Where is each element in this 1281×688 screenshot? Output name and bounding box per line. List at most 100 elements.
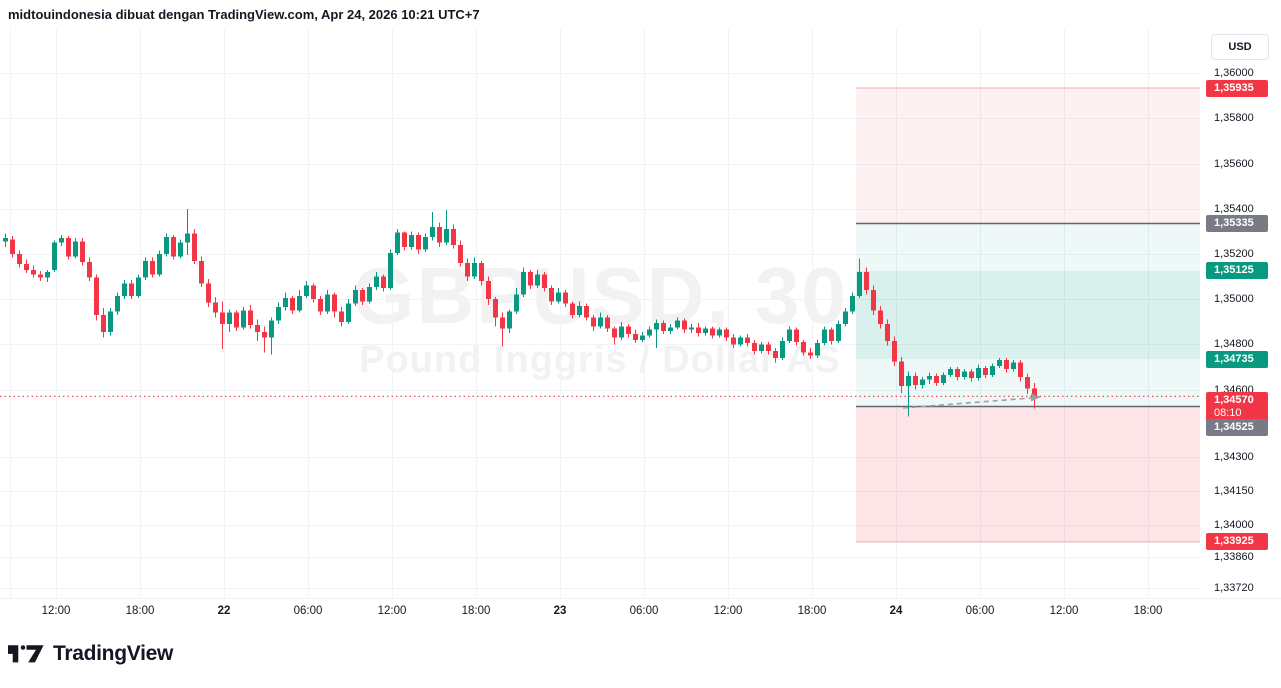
candle	[283, 298, 288, 308]
currency-button[interactable]: USD	[1211, 34, 1269, 60]
candle	[185, 233, 190, 243]
price-badge: 1,33925	[1206, 533, 1268, 551]
candle	[374, 276, 379, 287]
candle	[367, 286, 372, 302]
time-label: 12:00	[1049, 605, 1079, 617]
time-label-day: 23	[553, 605, 567, 617]
candle	[332, 294, 337, 312]
time-label: 06:00	[293, 605, 323, 617]
candle	[619, 326, 624, 338]
candle	[752, 343, 757, 352]
candle	[220, 312, 225, 325]
candle	[311, 285, 316, 300]
candle	[129, 283, 134, 296]
price-tick-label: 1,35400	[1214, 202, 1254, 215]
candle	[584, 305, 589, 318]
candle	[507, 311, 512, 329]
candle	[94, 277, 99, 315]
candle	[542, 274, 547, 288]
zone-upper-buffer	[856, 223, 1200, 271]
candle	[108, 311, 113, 332]
candle	[465, 263, 470, 277]
candle	[451, 229, 456, 245]
price-badge: 1,34570 08:10	[1206, 391, 1268, 422]
price-tick-label: 1,35000	[1214, 293, 1254, 306]
candle	[192, 233, 197, 261]
candle	[353, 290, 358, 304]
candle	[234, 312, 239, 328]
candle	[297, 295, 302, 311]
candle	[437, 226, 442, 243]
candle	[864, 272, 869, 291]
candlestick-series	[3, 208, 1037, 417]
candle	[1004, 360, 1009, 370]
candle	[535, 274, 540, 286]
candle	[605, 317, 610, 329]
time-axis[interactable]: 12:00 18:00 22 06:00 12:00 18:00 23 06:00 12:00 1…	[0, 598, 1281, 627]
candle	[458, 244, 463, 264]
candle	[59, 238, 64, 243]
price-badge: 1,35935	[1206, 79, 1268, 97]
candle	[990, 365, 995, 375]
candle	[248, 310, 253, 326]
tradingview-logo-text: TradingView	[53, 642, 174, 665]
candle	[654, 322, 659, 330]
candle	[3, 238, 8, 242]
candle	[955, 369, 960, 378]
tradingview-logo[interactable]: TradingView	[8, 642, 173, 666]
candle	[150, 260, 155, 275]
candle	[409, 234, 414, 248]
candle	[724, 329, 729, 338]
candle	[710, 328, 715, 336]
time-label: 06:00	[965, 605, 995, 617]
candle	[500, 317, 505, 329]
price-tick-label: 1,33720	[1214, 582, 1254, 595]
candle	[157, 254, 162, 275]
tradingview-logo-icon	[8, 645, 44, 663]
candle	[843, 311, 848, 325]
candle	[339, 311, 344, 322]
price-badge: 1,34525	[1206, 418, 1268, 436]
candle	[612, 328, 617, 338]
candle	[633, 334, 638, 340]
price-tick-label: 1,33860	[1214, 550, 1254, 563]
candle	[486, 281, 491, 300]
candle	[836, 324, 841, 341]
price-tick-label: 1,34000	[1214, 519, 1254, 532]
price-tick-label: 1,34800	[1214, 338, 1254, 351]
candle	[318, 299, 323, 312]
trend-arrow	[902, 393, 1041, 409]
price-axis[interactable]: 1,36000 1,35800 1,35600 1,35400 1,35200 1,350…	[1200, 0, 1281, 688]
candle	[395, 232, 400, 253]
candle	[255, 325, 260, 332]
candle	[892, 340, 897, 362]
candle	[927, 375, 932, 380]
candle	[668, 327, 673, 331]
time-label: 18:00	[461, 605, 491, 617]
candle	[780, 340, 785, 358]
candle	[591, 317, 596, 327]
candle	[10, 239, 15, 255]
candle	[178, 242, 183, 257]
bar-countdown: 08:10	[1214, 406, 1242, 419]
candle	[871, 290, 876, 311]
candle	[423, 237, 428, 250]
price-badge: 1,34735	[1206, 350, 1268, 368]
candle	[416, 234, 421, 250]
candle	[675, 320, 680, 328]
candle	[171, 237, 176, 257]
candle	[514, 294, 519, 312]
candle	[745, 337, 750, 344]
candle	[731, 337, 736, 345]
candle	[899, 361, 904, 387]
time-label: 12:00	[377, 605, 407, 617]
candle	[829, 329, 834, 341]
candle	[213, 302, 218, 313]
candle	[115, 295, 120, 312]
candle	[199, 260, 204, 284]
price-tick-label: 1,34300	[1214, 451, 1254, 464]
candle	[276, 307, 281, 321]
candle	[80, 241, 85, 262]
